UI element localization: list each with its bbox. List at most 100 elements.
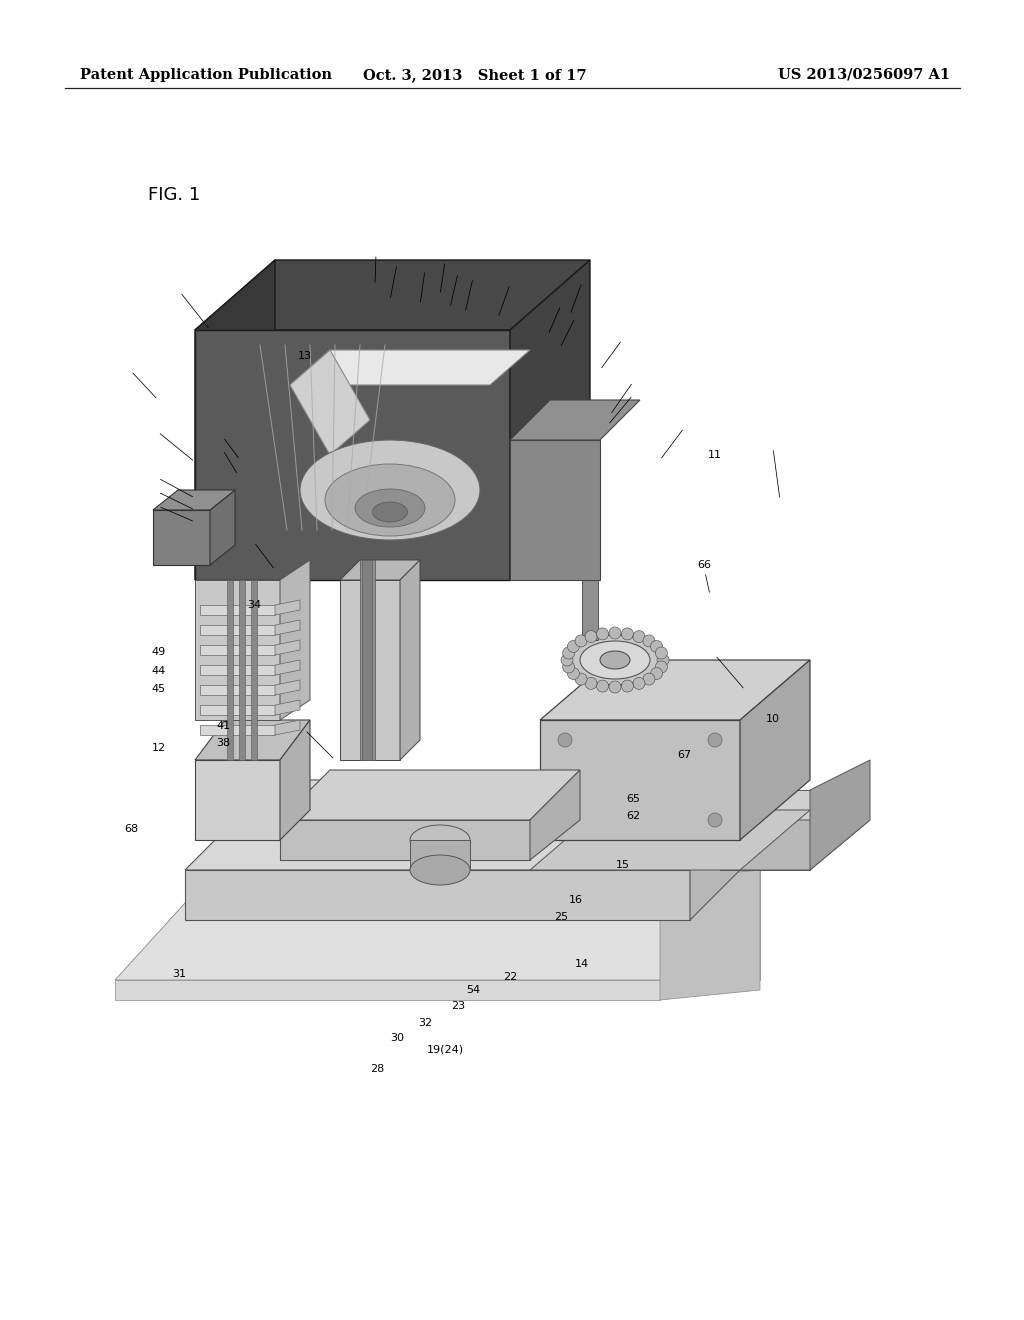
Polygon shape xyxy=(153,490,234,510)
Polygon shape xyxy=(195,579,280,719)
Polygon shape xyxy=(340,579,400,760)
Circle shape xyxy=(633,677,645,689)
Text: 65: 65 xyxy=(626,793,640,804)
Polygon shape xyxy=(200,665,275,675)
Polygon shape xyxy=(290,350,370,455)
Polygon shape xyxy=(720,820,870,870)
Text: 22: 22 xyxy=(503,972,517,982)
Polygon shape xyxy=(200,645,275,655)
Circle shape xyxy=(655,661,668,673)
Polygon shape xyxy=(581,503,599,511)
Polygon shape xyxy=(581,455,599,463)
Text: 41: 41 xyxy=(216,721,230,731)
Text: 67: 67 xyxy=(677,750,691,760)
Text: Patent Application Publication: Patent Application Publication xyxy=(80,69,332,82)
Polygon shape xyxy=(660,870,760,1001)
Polygon shape xyxy=(227,579,233,760)
Text: 25: 25 xyxy=(554,912,568,923)
Text: 11: 11 xyxy=(708,450,722,461)
Circle shape xyxy=(622,628,634,640)
Circle shape xyxy=(650,668,663,680)
Text: 15: 15 xyxy=(615,859,630,870)
Ellipse shape xyxy=(580,642,650,678)
Polygon shape xyxy=(200,685,275,696)
Polygon shape xyxy=(720,789,810,870)
Text: 14: 14 xyxy=(574,958,589,969)
Circle shape xyxy=(597,628,608,640)
Text: 32: 32 xyxy=(418,1018,432,1028)
Polygon shape xyxy=(410,840,470,870)
Text: 38: 38 xyxy=(216,738,230,748)
Text: 23: 23 xyxy=(451,1001,465,1011)
Polygon shape xyxy=(195,330,510,579)
Polygon shape xyxy=(510,260,590,579)
Polygon shape xyxy=(280,770,580,820)
Polygon shape xyxy=(200,605,275,615)
Polygon shape xyxy=(740,660,810,840)
Ellipse shape xyxy=(300,440,480,540)
Polygon shape xyxy=(275,719,300,735)
Circle shape xyxy=(575,673,587,685)
Polygon shape xyxy=(510,440,600,579)
Text: 45: 45 xyxy=(152,684,166,694)
Polygon shape xyxy=(275,601,300,615)
Polygon shape xyxy=(400,560,420,760)
Polygon shape xyxy=(195,719,310,760)
Ellipse shape xyxy=(325,465,455,536)
Text: 13: 13 xyxy=(298,351,312,362)
Polygon shape xyxy=(195,260,275,579)
Polygon shape xyxy=(115,979,660,1001)
Circle shape xyxy=(567,668,580,680)
Polygon shape xyxy=(810,760,870,870)
Polygon shape xyxy=(153,510,210,565)
Ellipse shape xyxy=(410,855,470,884)
Polygon shape xyxy=(275,640,300,655)
Ellipse shape xyxy=(600,651,630,669)
Polygon shape xyxy=(115,870,760,979)
Polygon shape xyxy=(360,560,375,760)
Polygon shape xyxy=(275,660,300,675)
Polygon shape xyxy=(581,479,599,487)
Text: 16: 16 xyxy=(568,895,583,906)
Polygon shape xyxy=(251,579,257,760)
Polygon shape xyxy=(362,560,372,760)
Polygon shape xyxy=(340,560,420,579)
Text: 66: 66 xyxy=(697,560,712,570)
Polygon shape xyxy=(690,780,780,920)
Circle shape xyxy=(622,680,634,692)
Polygon shape xyxy=(200,624,275,635)
Circle shape xyxy=(643,673,655,685)
Ellipse shape xyxy=(410,825,470,855)
Polygon shape xyxy=(200,725,275,735)
Circle shape xyxy=(708,813,722,828)
Polygon shape xyxy=(581,527,599,535)
Circle shape xyxy=(708,733,722,747)
Circle shape xyxy=(575,635,587,647)
Text: US 2013/0256097 A1: US 2013/0256097 A1 xyxy=(778,69,950,82)
Polygon shape xyxy=(280,719,310,840)
Polygon shape xyxy=(290,350,530,385)
Circle shape xyxy=(597,680,608,692)
Text: 34: 34 xyxy=(247,599,261,610)
Polygon shape xyxy=(239,579,245,760)
Circle shape xyxy=(585,631,597,643)
Polygon shape xyxy=(581,467,599,475)
Polygon shape xyxy=(280,560,310,719)
Polygon shape xyxy=(280,820,530,861)
Text: 54: 54 xyxy=(466,985,480,995)
Circle shape xyxy=(585,677,597,689)
Circle shape xyxy=(562,647,574,659)
Circle shape xyxy=(609,627,621,639)
Circle shape xyxy=(655,647,668,659)
Polygon shape xyxy=(581,539,599,546)
Text: Oct. 3, 2013   Sheet 1 of 17: Oct. 3, 2013 Sheet 1 of 17 xyxy=(364,69,587,82)
Polygon shape xyxy=(582,450,598,640)
Polygon shape xyxy=(195,760,280,840)
Circle shape xyxy=(657,653,669,667)
Circle shape xyxy=(558,733,572,747)
Polygon shape xyxy=(275,620,300,635)
Polygon shape xyxy=(540,719,740,840)
Polygon shape xyxy=(275,700,300,715)
Text: 68: 68 xyxy=(124,824,138,834)
Circle shape xyxy=(650,640,663,652)
